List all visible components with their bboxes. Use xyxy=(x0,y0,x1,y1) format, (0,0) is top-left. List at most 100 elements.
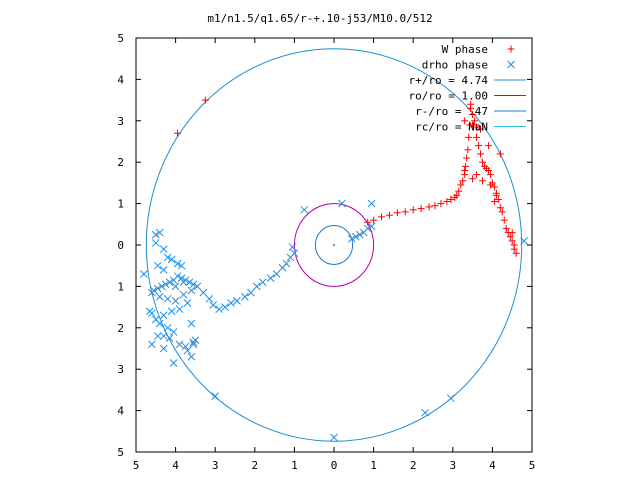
drho-phase-point xyxy=(446,394,455,403)
drho-phase-point xyxy=(147,288,156,297)
w-phase-point xyxy=(479,158,486,166)
w-phase-point xyxy=(459,177,467,185)
w-phase-point xyxy=(508,237,516,245)
y-tick-label: 5 xyxy=(117,446,124,459)
w-phase-point xyxy=(443,198,451,206)
x-tick-label: 2 xyxy=(251,459,258,472)
drho-phase-point xyxy=(163,323,172,332)
x-tick-labels: 5 4 3 2 1 0 1 2 3 4 5 xyxy=(133,459,536,472)
w-phase-point xyxy=(417,205,425,213)
drho-phase-point xyxy=(159,311,168,320)
drho-phase-point xyxy=(147,309,156,318)
drho-phase-point xyxy=(147,340,156,349)
drho-phase-point xyxy=(199,288,208,297)
x-tick-label: 4 xyxy=(489,459,496,472)
w-phase-point xyxy=(370,216,378,224)
legend-label: W phase xyxy=(442,43,488,56)
axis-ticks xyxy=(135,37,533,453)
w-phase-point xyxy=(469,175,477,183)
drho-phase-point xyxy=(159,344,168,353)
x-tick-label: 1 xyxy=(370,459,377,472)
drho-phase-point xyxy=(183,346,192,355)
w-phase-point xyxy=(378,213,386,221)
w-phase-point xyxy=(506,233,514,241)
drho-phase-point xyxy=(165,334,174,343)
drho-phase-point xyxy=(171,297,180,305)
drho-phase-point xyxy=(155,228,164,237)
drho-phase-point xyxy=(167,255,176,264)
drho-phase-point xyxy=(153,261,162,270)
w-phase-point xyxy=(425,203,433,211)
drho-phase-point xyxy=(266,274,275,282)
w-phase-point xyxy=(201,96,209,104)
w-phase-point xyxy=(486,171,494,179)
drho-phase-point xyxy=(153,332,162,340)
w-phase-point xyxy=(502,224,510,232)
drho-phase-point xyxy=(187,286,196,295)
drho-phase-point xyxy=(191,336,200,345)
drho-phase-point xyxy=(169,276,178,285)
chart-title: m1/n1.5/q1.65/r-+.10-j53/M10.0/512 xyxy=(207,12,432,25)
circle-2 xyxy=(314,225,354,265)
x-tick-label: 5 xyxy=(133,459,140,472)
legend-label: r-/ro = .47 xyxy=(415,105,488,118)
y-tick-labels: 5 4 3 2 1 0 1 2 3 4 5 xyxy=(117,32,124,459)
w-phase-point xyxy=(496,150,504,158)
drho-phase-point xyxy=(347,234,356,243)
legend-label: rc/ro = NaN xyxy=(415,121,488,134)
drho-phase-point xyxy=(355,230,364,239)
w-phase-point xyxy=(461,162,469,170)
drho-phase-point xyxy=(175,305,184,314)
w-phase-point xyxy=(484,166,492,174)
w-phase-point xyxy=(475,142,483,150)
drho-phase-point xyxy=(181,342,190,351)
drho-phase-point xyxy=(193,282,202,291)
y-tick-label: 3 xyxy=(117,115,124,128)
w-phase-point xyxy=(508,229,516,237)
w-phase-point xyxy=(393,209,401,217)
w-phase-point xyxy=(496,204,504,212)
w-phase-point xyxy=(385,211,393,219)
w-phase-point xyxy=(453,191,461,199)
drho-phase-point xyxy=(179,290,188,299)
w-phase-point xyxy=(494,195,502,203)
y-tick-label: 2 xyxy=(117,156,124,169)
drho-phase-point xyxy=(300,205,309,214)
drho-phase-point xyxy=(288,243,297,251)
drho-phase-point xyxy=(272,270,281,278)
drho-phase-point xyxy=(151,239,160,247)
drho-phase-point xyxy=(215,305,224,314)
drho-phase-point xyxy=(205,294,214,303)
drho-phase-point xyxy=(163,294,172,303)
legend-label: ro/ro = 1.00 xyxy=(409,90,488,103)
x-tick-label: 3 xyxy=(449,459,456,472)
w-phase-point xyxy=(364,218,372,226)
y-tick-label: 5 xyxy=(117,32,124,45)
x-tick-label: 2 xyxy=(410,459,417,472)
w-phase-point xyxy=(437,200,445,208)
w-phase-point xyxy=(492,189,500,197)
w-phase-point xyxy=(484,142,492,150)
w-phase-point xyxy=(471,117,479,125)
drho-phase-point xyxy=(159,245,168,253)
y-tick-label: 4 xyxy=(117,405,124,418)
w-phase-point xyxy=(461,166,469,174)
drho-phase-point xyxy=(286,253,295,262)
drho-phase-point xyxy=(367,199,376,208)
drho-phase-point xyxy=(153,284,162,293)
w-phase-point xyxy=(473,171,481,179)
w-phase-point xyxy=(464,146,472,154)
drho-phase-point xyxy=(367,222,376,231)
drho-phase-point xyxy=(187,352,196,361)
x-tick-label: 5 xyxy=(529,459,536,472)
w-phase-point xyxy=(477,125,485,133)
drho-phase-point xyxy=(169,359,178,367)
drho-phase-point xyxy=(258,278,267,287)
y-tick-label: 0 xyxy=(117,239,124,252)
drho-phase-point xyxy=(177,261,186,270)
drho-phase-point xyxy=(159,332,168,340)
drho-phase-point xyxy=(187,319,196,328)
w-phase-point xyxy=(486,181,494,189)
drho-phase-point xyxy=(161,280,170,289)
